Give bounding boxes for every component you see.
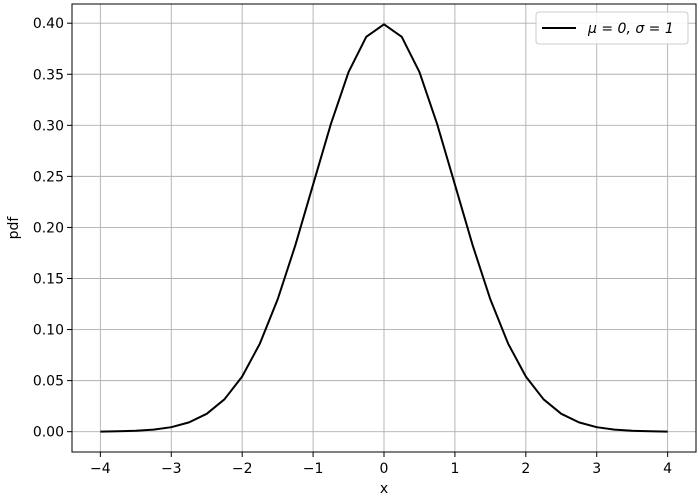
legend: μ = 0, σ = 1 <box>535 11 689 45</box>
y-tick-label: 0.40 <box>33 16 64 32</box>
grid <box>72 4 696 452</box>
legend-label: μ = 0, σ = 1 <box>587 21 674 37</box>
y-tick-label: 0.20 <box>33 220 64 236</box>
series-line <box>100 23 668 433</box>
x-axis: −4 −3 −2 −1 0 1 2 3 4 <box>90 452 672 477</box>
y-tick-label: 0.30 <box>33 118 64 134</box>
x-tick-label: 2 <box>521 461 530 477</box>
y-axis-label: pdf <box>6 216 22 240</box>
y-axis: 0.00 0.05 0.10 0.15 0.20 0.25 0.30 0.35 0.40 <box>33 16 72 441</box>
x-axis-label: x <box>380 481 388 497</box>
x-tick-label: 4 <box>663 461 672 477</box>
y-tick-label: 0.25 <box>33 169 64 185</box>
x-tick-label: 0 <box>380 461 389 477</box>
y-tick-label: 0.15 <box>33 271 64 287</box>
x-tick-label: −2 <box>232 461 253 477</box>
x-tick-label: −4 <box>90 461 111 477</box>
x-tick-label: 1 <box>450 461 459 477</box>
y-tick-label: 0.10 <box>33 323 64 339</box>
x-tick-label: 3 <box>592 461 601 477</box>
y-tick-label: 0.00 <box>33 425 64 441</box>
series-layer <box>100 23 668 433</box>
x-tick-label: −1 <box>303 461 324 477</box>
y-tick-label: 0.35 <box>33 67 64 83</box>
x-tick-label: −3 <box>161 461 182 477</box>
plot-area <box>71 3 697 453</box>
y-tick-label: 0.05 <box>33 374 64 390</box>
legend-box <box>535 11 689 45</box>
